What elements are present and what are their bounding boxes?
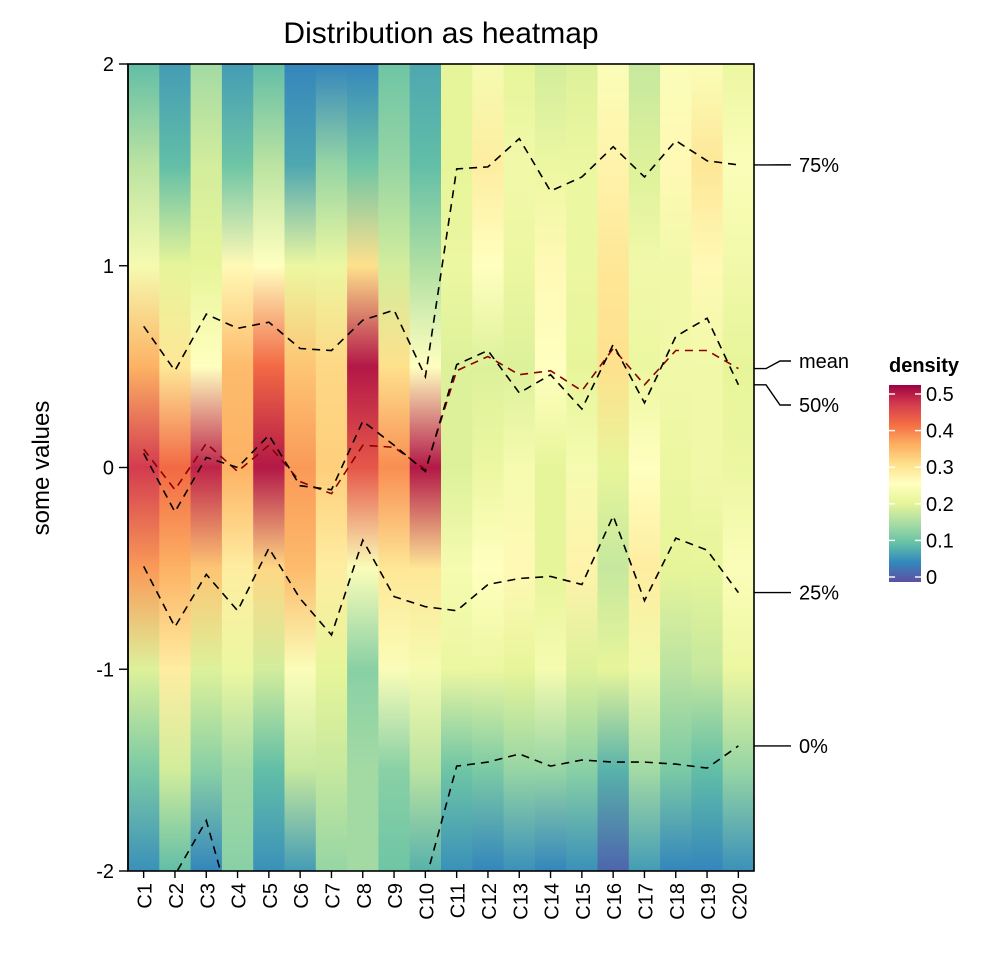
heatmap-column-C7 (315, 64, 348, 871)
heatmap-column-C5 (253, 64, 286, 871)
heatmap-column-C13 (503, 64, 536, 871)
series-line-50pct (142, 317, 740, 514)
x-tick-label: C11 (448, 883, 470, 918)
x-tick-label: C5 (260, 883, 282, 909)
x-tick-label: C12 (479, 883, 501, 920)
heatmap-column-C16 (597, 64, 630, 871)
legend-colorbar (889, 385, 921, 582)
density-legend: density 0.5 0.4 0.3 0.2 0.1 0 (889, 355, 960, 589)
x-tick-label: C8 (354, 883, 376, 909)
quantile-lines (142, 137, 740, 871)
heatmap-column-C12 (472, 64, 505, 871)
y-tick-label: 1 (103, 256, 114, 278)
y-tick-label: 0 (103, 458, 114, 480)
legend-tick-label: 0.2 (926, 494, 954, 516)
x-tick-label: C4 (229, 883, 251, 909)
heatmap-column-C9 (378, 64, 411, 871)
heatmap-column-C3 (190, 64, 223, 871)
heatmap-column-C20 (722, 64, 755, 871)
annotation-label: 25% (799, 583, 839, 605)
heatmap-column-C1 (128, 64, 160, 871)
series-line-25pct (142, 513, 740, 637)
annotation-connector (754, 384, 791, 406)
x-tick-label: C19 (698, 883, 720, 920)
x-tick-label: C1 (135, 883, 157, 909)
heatmap-column-C4 (221, 64, 254, 871)
series-line-75pct (143, 137, 739, 380)
x-tick-label: C10 (416, 883, 438, 920)
series-line-0pct (176, 745, 739, 871)
y-tick-label: -2 (96, 861, 114, 883)
legend-tick-label: 0.1 (926, 530, 954, 552)
x-tick-label: C6 (291, 883, 313, 909)
heatmap-column-C6 (284, 64, 317, 871)
heatmap-column-C17 (628, 64, 661, 871)
heatmap-column-C11 (441, 64, 473, 871)
line-annotations: 75% mean 50% 25% 0% (754, 155, 849, 758)
x-tick-label: C16 (604, 883, 626, 920)
heatmap-column-C14 (534, 64, 567, 871)
y-axis-title: some values (28, 401, 55, 536)
x-tick-label: C13 (510, 883, 532, 920)
legend-tick-label: 0.3 (926, 457, 954, 479)
heatmap-columns (128, 64, 755, 871)
annotation-connector (754, 360, 791, 370)
x-tick-label: C3 (197, 883, 219, 909)
annotation-label: 75% (799, 155, 839, 177)
x-tick-label: C17 (635, 883, 657, 920)
legend-tick-label: 0.4 (926, 421, 954, 443)
heatmap-column-C15 (566, 64, 599, 871)
y-axis: 2 1 0 -1 -2 (96, 54, 129, 883)
legend-tick-label: 0.5 (926, 384, 954, 406)
y-tick-label: 2 (103, 54, 114, 76)
x-tick-label: C9 (385, 883, 407, 909)
x-tick-label: C14 (542, 883, 564, 920)
x-tick-label: C20 (729, 883, 751, 920)
heatmap-column-C19 (691, 64, 724, 871)
x-axis: C1 C2 C3 C4 C5 C6 C7 C8 C9 C10 C11 C12 C13 C14 C15 C16 C… (135, 871, 751, 920)
legend-title: density (889, 355, 960, 377)
legend-tick-label: 0 (926, 567, 937, 589)
y-tick-label: -1 (96, 659, 114, 681)
heatmap-column-C10 (409, 64, 442, 871)
heatmap-column-C18 (660, 64, 692, 871)
annotation-label: 0% (799, 736, 828, 758)
annotation-label: mean (799, 351, 849, 373)
heatmap-column-C2 (159, 64, 192, 871)
heatmap-column-C8 (347, 64, 379, 871)
x-tick-label: C7 (322, 883, 344, 909)
x-tick-label: C2 (166, 883, 188, 909)
annotation-label: 50% (799, 395, 839, 417)
x-tick-label: C15 (573, 883, 595, 920)
x-tick-label: C18 (667, 883, 689, 920)
chart-title: Distribution as heatmap (283, 17, 598, 50)
